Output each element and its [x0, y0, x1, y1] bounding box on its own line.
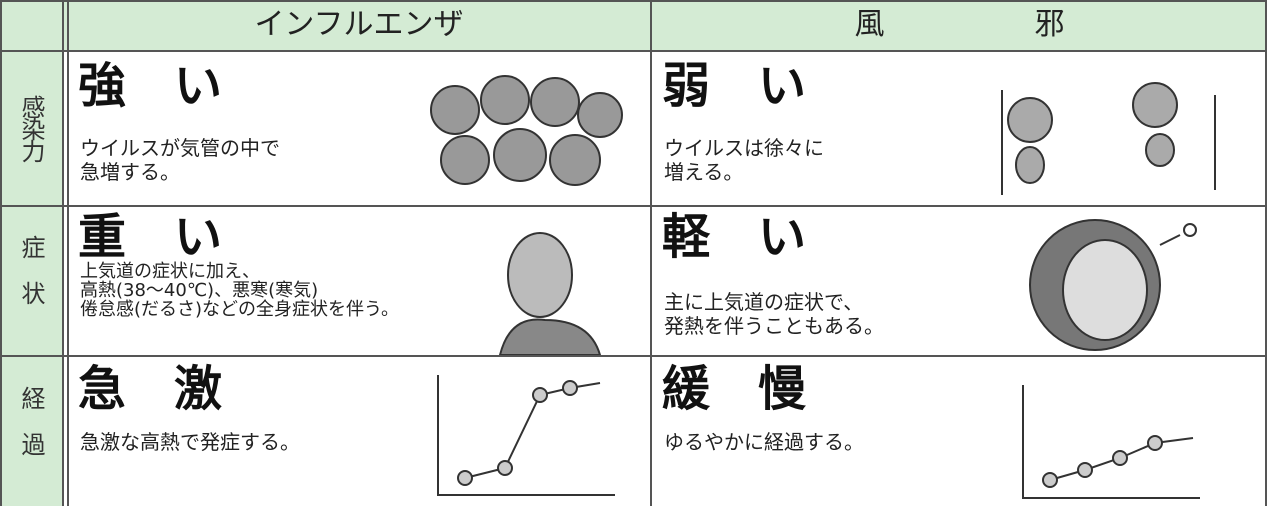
graph-illustration — [437, 375, 615, 496]
virus-illustration — [1001, 82, 1216, 195]
person-illustration — [1029, 219, 1197, 351]
graph-illustration — [1022, 385, 1200, 499]
text-line: ウイルスは徐々に — [664, 136, 824, 160]
text-line: 上気道の症状に加え、 — [80, 261, 260, 282]
text-line: 高熱(38～40℃)、悪寒(寒気) — [80, 280, 319, 301]
text-line: 急増する。 — [80, 160, 180, 184]
cell-title: 緩 慢 — [662, 361, 807, 417]
cell-text: ウイルスが気管の中で 急増する。 — [80, 136, 280, 184]
header-cell: 風 邪 — [854, 7, 1065, 42]
text-line: ゆるやかに経過する。 — [664, 430, 864, 454]
text-line: 主に上気道の症状で、 — [664, 290, 864, 314]
row-label-text: 症状 — [17, 235, 45, 327]
text-line: ウイルスが気管の中で — [80, 136, 280, 160]
text-line: 急激な高熱で発症する。 — [80, 430, 300, 454]
border — [650, 0, 652, 506]
cell-text: ゆるやかに経過する。 — [664, 430, 864, 454]
virus-illustration — [430, 75, 623, 186]
cell-text: 急激な高熱で発症する。 — [80, 430, 300, 454]
border — [0, 0, 1267, 2]
border — [0, 355, 1267, 357]
border — [1265, 0, 1267, 506]
border — [0, 205, 1267, 207]
row-label-text: 感染力 — [17, 95, 45, 161]
border — [67, 0, 69, 506]
header-cell: インフルエンザ — [254, 7, 464, 42]
cell-title: 重 い — [78, 209, 223, 265]
cell-title: 急 激 — [78, 361, 223, 417]
row-label: 経過 — [0, 357, 63, 506]
row-label-text: 経過 — [17, 385, 45, 478]
cell-title: 軽 い — [662, 209, 807, 265]
cell-text: 主に上気道の症状で、 発熱を伴うこともある。 — [664, 290, 884, 338]
text-line: 発熱を伴うこともある。 — [664, 314, 884, 338]
text-line: 増える。 — [664, 160, 744, 184]
sick-person-illustration — [498, 232, 602, 355]
border — [62, 0, 64, 506]
cell-text: 上気道の症状に加え、 高熱(38～40℃)、悪寒(寒気) 倦怠感(だるさ)などの全身… — [80, 262, 399, 319]
border — [0, 50, 1267, 52]
cell-title: 弱 い — [662, 58, 807, 114]
cell-text: ウイルスは徐々に 増える。 — [664, 136, 824, 184]
text-line: 倦怠感(だるさ)などの全身症状を伴う。 — [80, 299, 399, 320]
border — [0, 0, 2, 506]
row-label: 症状 — [0, 207, 63, 355]
cell-title: 強 い — [78, 58, 223, 114]
header-bg — [0, 0, 1267, 50]
row-label: 感染力 — [0, 51, 63, 205]
